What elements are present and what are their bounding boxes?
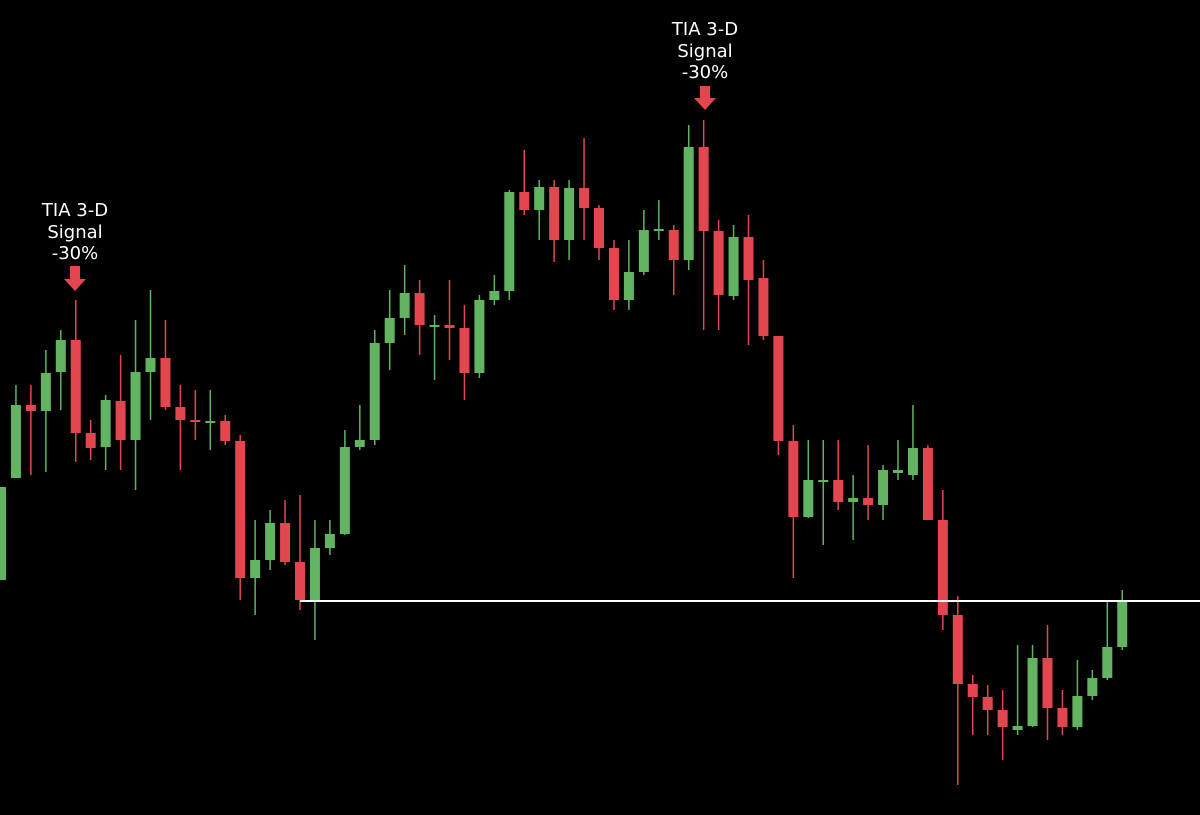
candle-body xyxy=(668,230,679,260)
candle-body xyxy=(623,272,634,300)
annotation-text: -30% xyxy=(682,62,729,83)
candle-body xyxy=(369,343,380,440)
candle-body xyxy=(40,373,51,411)
candle-body xyxy=(1072,696,1083,727)
candle-body xyxy=(265,523,276,560)
candle-body xyxy=(55,340,66,372)
candle-body xyxy=(250,560,261,578)
annotation: TIA 3-D Signal -30% xyxy=(41,200,108,291)
candle-body xyxy=(728,237,739,296)
candle-body xyxy=(878,470,889,505)
candle-body xyxy=(1087,678,1098,696)
candle-body xyxy=(608,248,619,300)
annotation-text: TIA 3-D xyxy=(41,200,108,221)
annotation-text: -30% xyxy=(52,243,99,264)
candle-body xyxy=(773,336,784,441)
candle-body xyxy=(952,615,963,684)
candle-body xyxy=(1042,658,1053,708)
candle-body xyxy=(564,188,575,240)
candle-body xyxy=(967,684,978,697)
candle-body xyxy=(638,230,649,272)
annotation: TIA 3-D Signal -30% xyxy=(671,19,738,110)
candle-body xyxy=(489,291,500,300)
candle-body xyxy=(339,447,350,534)
candle-body xyxy=(848,498,859,502)
candle-body xyxy=(1012,726,1023,730)
candle-body xyxy=(937,520,948,615)
candle-body xyxy=(594,208,604,248)
signal-arrow xyxy=(694,86,716,110)
annotation-text: TIA 3-D xyxy=(671,19,738,40)
signal-arrow xyxy=(64,266,86,291)
candle-body xyxy=(549,187,560,240)
candle-body xyxy=(982,697,993,710)
candle-body xyxy=(997,710,1008,727)
candle-body xyxy=(295,562,305,600)
candle-body xyxy=(309,548,320,600)
candle-body xyxy=(190,420,201,422)
candle-body xyxy=(1057,708,1068,727)
candle-body xyxy=(803,480,814,517)
candle-body xyxy=(399,293,410,318)
candle-body xyxy=(818,480,829,482)
candle-body xyxy=(354,440,365,447)
candle-body xyxy=(833,480,844,502)
candle-body xyxy=(893,470,903,473)
candle-body xyxy=(1102,647,1113,678)
candle-body xyxy=(145,358,156,372)
candle-body xyxy=(115,401,126,440)
candle-body xyxy=(324,534,335,548)
candle-body xyxy=(100,400,111,447)
candle-body xyxy=(85,433,96,448)
candle-body xyxy=(70,340,81,433)
candle-body xyxy=(444,325,455,328)
candle-body xyxy=(534,187,545,210)
candle-body xyxy=(788,441,799,517)
candle-body xyxy=(698,147,709,231)
candle-body xyxy=(519,192,530,210)
annotation-text: Signal xyxy=(677,41,732,62)
candle-body xyxy=(1027,658,1038,726)
candle-body xyxy=(205,421,216,423)
candle-body xyxy=(459,328,470,373)
candle-body xyxy=(922,448,933,520)
candle-body xyxy=(758,278,769,336)
candles xyxy=(0,120,1128,785)
candle-body xyxy=(25,405,36,411)
candle-body xyxy=(130,372,141,440)
candle-body xyxy=(653,229,664,231)
candle-body xyxy=(1117,600,1128,647)
candle-body xyxy=(220,421,231,441)
candle-body xyxy=(683,147,694,260)
candle-body xyxy=(414,293,425,325)
candle-body xyxy=(863,498,874,505)
candle-body xyxy=(160,358,171,407)
candle-body xyxy=(429,325,440,327)
candle-body xyxy=(474,300,485,373)
candle-body xyxy=(0,487,6,580)
candle-body xyxy=(907,448,918,475)
candle-body xyxy=(10,405,21,478)
candle-body xyxy=(713,231,724,295)
candle-body xyxy=(743,237,754,280)
annotation-text: Signal xyxy=(47,222,102,243)
candle-body xyxy=(235,441,246,578)
candle-body xyxy=(175,407,186,420)
candle-body xyxy=(384,318,395,343)
candle-body xyxy=(504,192,515,291)
candle-body xyxy=(579,188,590,208)
candle-body xyxy=(280,523,291,562)
